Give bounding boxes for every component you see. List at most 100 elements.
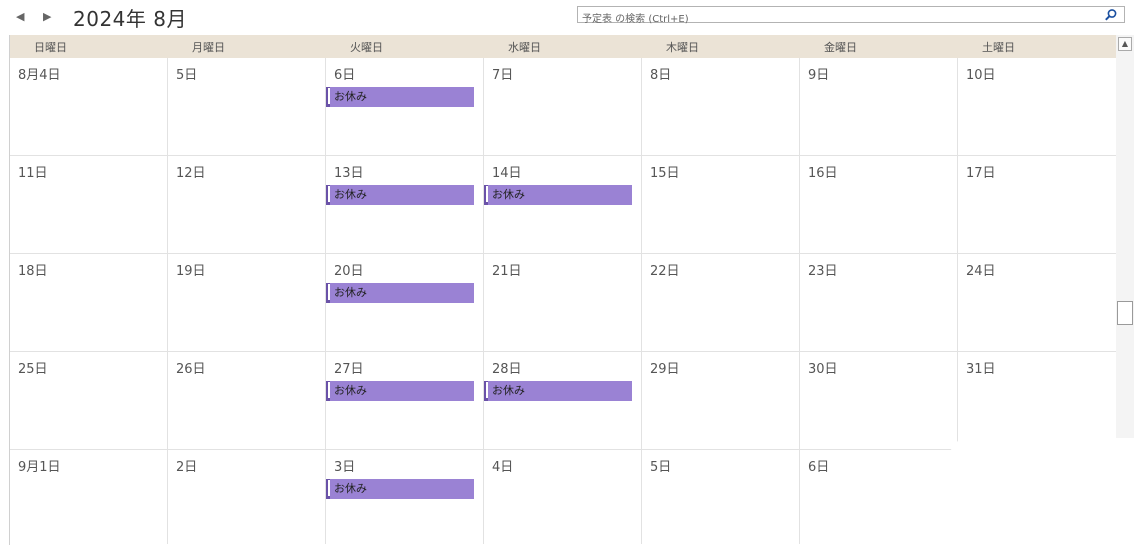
calendar-event[interactable]: お休み: [326, 283, 474, 303]
calendar-day-cell[interactable]: 23日: [800, 254, 958, 351]
calendar-day-cell[interactable]: 25日: [10, 352, 168, 449]
month-calendar-grid: 日曜日 月曜日 火曜日 水曜日 木曜日 金曜日 土曜日 8月4日 5日 6日 お休み 7…: [10, 35, 1116, 545]
weekday-monday: 月曜日: [192, 41, 225, 54]
calendar-day-cell[interactable]: 24日: [958, 254, 1116, 351]
weekday-wednesday: 水曜日: [508, 41, 541, 54]
day-number: 20日: [334, 264, 364, 279]
weekday-header: 日曜日 月曜日 火曜日 水曜日 木曜日 金曜日 土曜日: [10, 35, 1116, 58]
calendar-day-cell[interactable]: 29日: [642, 352, 800, 449]
calendar-day-cell[interactable]: 2日: [168, 450, 326, 544]
day-number: 30日: [808, 362, 838, 377]
weekday-friday: 金曜日: [824, 41, 857, 54]
day-number: 11日: [18, 166, 48, 181]
calendar-day-cell[interactable]: 6日: [800, 450, 958, 544]
day-number: 7日: [492, 68, 514, 83]
calendar-event[interactable]: お休み: [326, 381, 474, 401]
calendar-day-cell[interactable]: 21日: [484, 254, 642, 351]
day-number: 12日: [176, 166, 206, 181]
day-number: 24日: [966, 264, 996, 279]
calendar-day-cell[interactable]: 30日: [800, 352, 958, 449]
day-number: 13日: [334, 166, 364, 181]
weekday-saturday: 土曜日: [982, 41, 1015, 54]
day-number: 15日: [650, 166, 680, 181]
calendar-day-cell[interactable]: 4日: [484, 450, 642, 544]
calendar-day-cell[interactable]: 3日お休み: [326, 450, 484, 544]
day-number: 10日: [966, 68, 996, 83]
weekday-tuesday: 火曜日: [350, 41, 383, 54]
day-number: 5日: [650, 460, 672, 475]
day-number: 27日: [334, 362, 364, 377]
previous-month-button[interactable]: ◀: [16, 10, 25, 23]
calendar-day-cell[interactable]: 19日: [168, 254, 326, 351]
calendar-event[interactable]: お休み: [484, 185, 632, 205]
scrollbar-thumb[interactable]: [1117, 301, 1133, 325]
next-month-button[interactable]: ▶: [43, 10, 52, 23]
calendar-week-row: 18日 19日 20日お休み 21日 22日 23日 24日: [10, 254, 1116, 352]
calendar-day-cell[interactable]: 15日: [642, 156, 800, 253]
day-number: 29日: [650, 362, 680, 377]
calendar-day-cell[interactable]: 6日 お休み: [326, 58, 484, 155]
calendar-week-row: 11日 12日 13日 お休み 14日 お休み 15日 16日 17日: [10, 156, 1116, 254]
calendar-day-cell[interactable]: 18日: [10, 254, 168, 351]
calendar-week-row: 8月4日 5日 6日 お休み 7日 8日 9日 10日: [10, 58, 1116, 156]
calendar-day-cell[interactable]: 22日: [642, 254, 800, 351]
day-number: 16日: [808, 166, 838, 181]
day-number: 21日: [492, 264, 522, 279]
calendar-day-cell[interactable]: 9日: [800, 58, 958, 155]
calendar-day-cell[interactable]: 5日: [168, 58, 326, 155]
calendar-day-cell[interactable]: 8月4日: [10, 58, 168, 155]
calendar-event[interactable]: お休み: [326, 185, 474, 205]
day-number: 26日: [176, 362, 206, 377]
day-number: 17日: [966, 166, 996, 181]
calendar-event[interactable]: お休み: [326, 479, 474, 499]
calendar-day-cell[interactable]: 11日: [10, 156, 168, 253]
calendar-left-border: [9, 35, 10, 545]
day-number: 3日: [334, 460, 356, 475]
calendar-day-cell[interactable]: 12日: [168, 156, 326, 253]
calendar-toolbar: ◀ ▶ 2024年 8月: [0, 0, 1134, 34]
day-number: 9日: [808, 68, 830, 83]
day-number: 31日: [966, 362, 996, 377]
calendar-day-cell[interactable]: 5日: [642, 450, 800, 544]
day-number: 19日: [176, 264, 206, 279]
day-number: 6日: [808, 460, 830, 475]
day-number: 22日: [650, 264, 680, 279]
weekday-sunday: 日曜日: [34, 41, 67, 54]
calendar-week-row: 25日 26日 27日 お休み 28日 お休み 29日 30日 31日: [10, 352, 1116, 450]
calendar-day-cell[interactable]: 16日: [800, 156, 958, 253]
calendar-week-row: 9月1日 2日 3日 お休み 4日 5日 6日: [10, 450, 1116, 544]
calendar-weeks: 8月4日 5日 6日 お休み 7日 8日 9日 10日 11日 12日 13日 お休み 14日 お休み 15…: [10, 58, 1116, 544]
day-number: 8月4日: [18, 68, 61, 83]
day-number: 5日: [176, 68, 198, 83]
calendar-day-cell[interactable]: 10日: [958, 58, 1116, 155]
day-number: 4日: [492, 460, 514, 475]
calendar-event[interactable]: お休み: [326, 87, 474, 107]
vertical-scrollbar[interactable]: ▲: [1116, 35, 1134, 450]
blank-overlay: [945, 438, 1134, 545]
calendar-day-cell[interactable]: 17日: [958, 156, 1116, 253]
day-number: 9月1日: [18, 460, 61, 475]
day-number: 14日: [492, 166, 522, 181]
day-number: 23日: [808, 264, 838, 279]
calendar-day-cell[interactable]: 31日: [958, 352, 1116, 449]
calendar-search-input[interactable]: [578, 12, 1102, 27]
calendar-event[interactable]: お休み: [484, 381, 632, 401]
month-title: 2024年 8月: [73, 7, 187, 31]
calendar-day-cell[interactable]: 8日: [642, 58, 800, 155]
calendar-day-cell[interactable]: 20日お休み: [326, 254, 484, 351]
day-number: 28日: [492, 362, 522, 377]
weekday-thursday: 木曜日: [666, 41, 699, 54]
calendar-search-box[interactable]: [577, 6, 1125, 27]
calendar-day-cell[interactable]: 14日お休み: [484, 156, 642, 253]
calendar-day-cell[interactable]: 7日: [484, 58, 642, 155]
day-number: 8日: [650, 68, 672, 83]
calendar-day-cell[interactable]: 9月1日: [10, 450, 168, 544]
calendar-day-cell[interactable]: 27日お休み: [326, 352, 484, 449]
calendar-day-cell[interactable]: 28日お休み: [484, 352, 642, 449]
day-number: 25日: [18, 362, 48, 377]
scroll-up-arrow-icon[interactable]: ▲: [1118, 37, 1132, 51]
calendar-day-cell[interactable]: 26日: [168, 352, 326, 449]
calendar-day-cell[interactable]: 13日お休み: [326, 156, 484, 253]
search-icon[interactable]: [1104, 8, 1118, 22]
day-number: 18日: [18, 264, 48, 279]
